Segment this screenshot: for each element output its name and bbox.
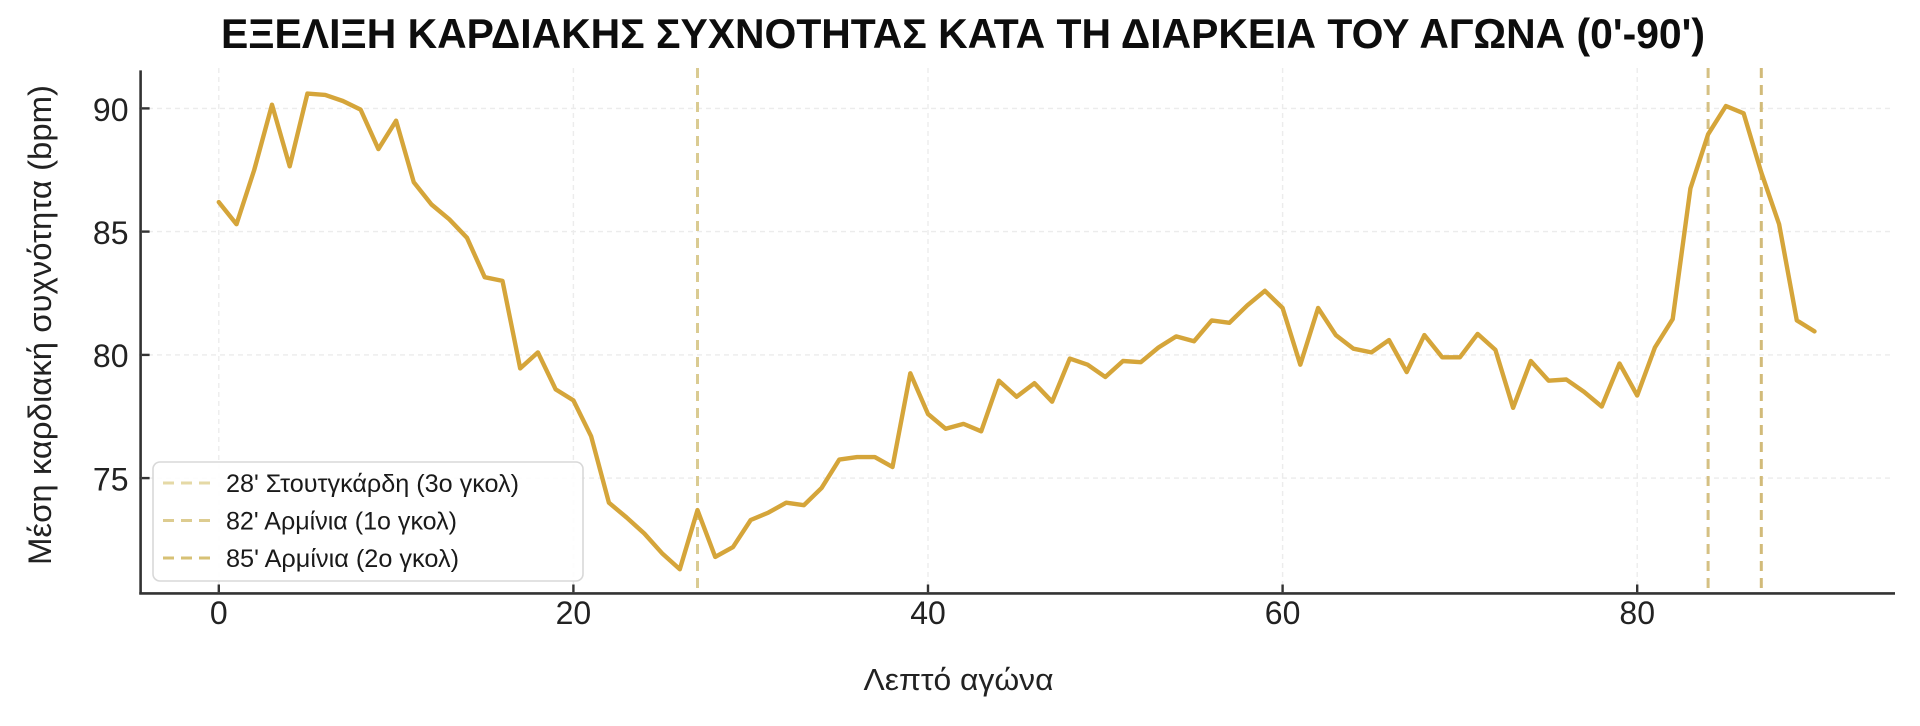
svg-text:0: 0 (210, 595, 228, 631)
svg-text:80: 80 (93, 338, 129, 374)
svg-text:75: 75 (93, 462, 129, 498)
svg-text:20: 20 (556, 595, 592, 631)
svg-text:Μέση καρδιακή συχνότητα (bpm): Μέση καρδιακή συχνότητα (bpm) (22, 85, 58, 565)
svg-text:Λεπτό αγώνα: Λεπτό αγώνα (864, 662, 1054, 697)
svg-text:ΕΞΕΛΙΞΗ ΚΑΡΔΙΑΚΗΣ ΣΥΧΝΟΤΗΤΑΣ Κ: ΕΞΕΛΙΞΗ ΚΑΡΔΙΑΚΗΣ ΣΥΧΝΟΤΗΤΑΣ ΚΑΤΑ ΤΗ ΔΙΑ… (221, 10, 1705, 57)
svg-text:60: 60 (1265, 595, 1301, 631)
svg-text:85: 85 (93, 215, 129, 251)
svg-text:85' Αρμίνια (2ο γκολ): 85' Αρμίνια (2ο γκολ) (226, 545, 459, 573)
svg-text:90: 90 (93, 92, 129, 128)
svg-text:80: 80 (1619, 595, 1655, 631)
svg-text:28' Στουτγκάρδη (3ο γκολ): 28' Στουτγκάρδη (3ο γκολ) (226, 470, 519, 498)
svg-text:40: 40 (910, 595, 946, 631)
svg-text:82' Αρμίνια (1ο γκολ): 82' Αρμίνια (1ο γκολ) (226, 508, 457, 536)
